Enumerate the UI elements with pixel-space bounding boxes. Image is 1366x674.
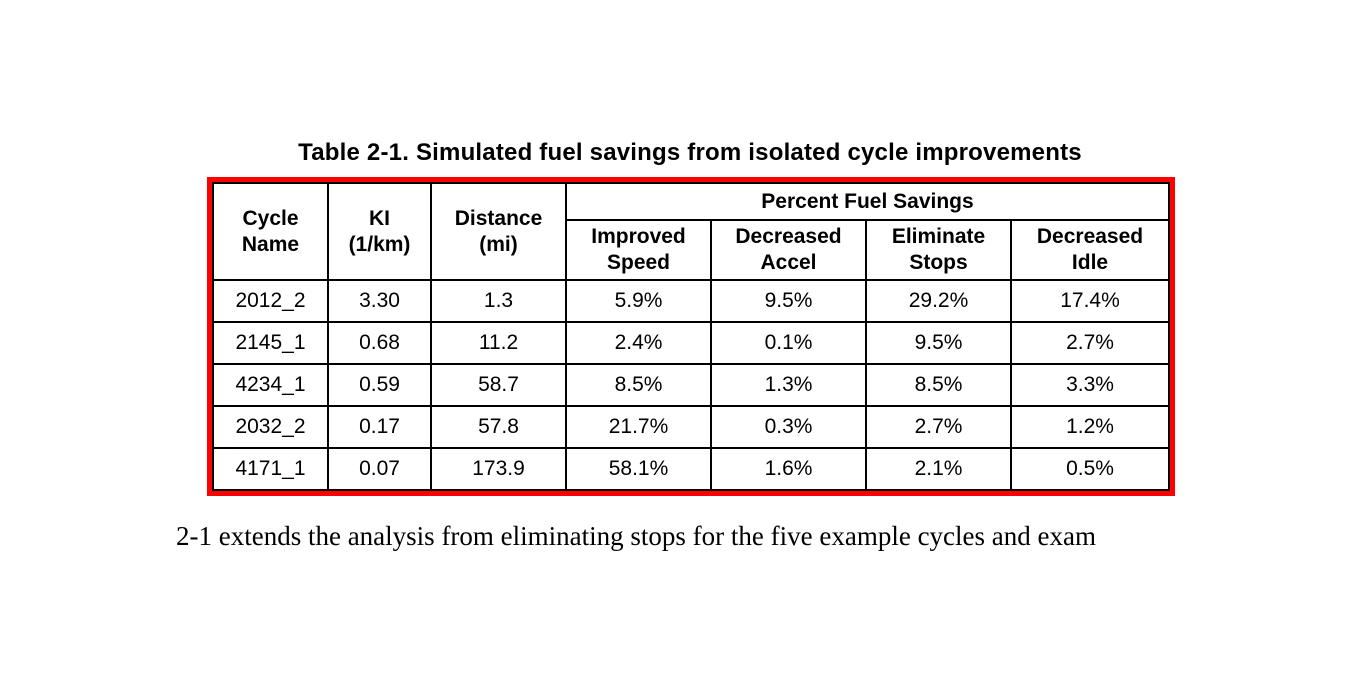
cell-distance: 57.8 [430,405,567,449]
cell-cycle-name: 4171_1 [212,447,329,491]
cell-decreased-idle: 1.2% [1010,405,1170,449]
cell-decreased-idle: 17.4% [1010,279,1170,323]
cell-distance: 58.7 [430,363,567,407]
col-header-decreased-idle: Decreased Idle [1010,219,1170,281]
cell-cycle-name: 2032_2 [212,405,329,449]
cell-ki: 0.68 [327,321,432,365]
cell-ki: 0.07 [327,447,432,491]
cell-decreased-idle: 0.5% [1010,447,1170,491]
cell-improved-speed: 5.9% [565,279,712,323]
cell-distance: 173.9 [430,447,567,491]
col-header-eliminate-stops: Eliminate Stops [865,219,1012,281]
cell-decreased-accel: 0.3% [710,405,867,449]
cell-cycle-name: 4234_1 [212,363,329,407]
table-row: 4171_1 0.07 173.9 58.1% 1.6% 2.1% 0.5% [212,447,1170,491]
cell-decreased-accel: 9.5% [710,279,867,323]
col-header-improved-speed: Improved Speed [565,219,712,281]
body-text-line: 2-1 extends the analysis from eliminatin… [176,521,1096,551]
cell-eliminate-stops: 2.7% [865,405,1012,449]
group-header-percent-fuel-savings: Percent Fuel Savings [565,182,1170,221]
table-row: 2012_2 3.30 1.3 5.9% 9.5% 29.2% 17.4% [212,279,1170,323]
cell-ki: 3.30 [327,279,432,323]
cell-decreased-accel: 1.3% [710,363,867,407]
table-row: 2032_2 0.17 57.8 21.7% 0.3% 2.7% 1.2% [212,405,1170,449]
cell-eliminate-stops: 2.1% [865,447,1012,491]
header-row-sub: Improved Speed Decreased Accel Eliminate… [213,219,1170,281]
header-row-group: Cycle Name KI (1/km) Distance (mi) Perce… [212,182,1170,281]
cell-eliminate-stops: 29.2% [865,279,1012,323]
cell-ki: 0.59 [327,363,432,407]
cell-cycle-name: 2145_1 [212,321,329,365]
fuel-savings-table: Cycle Name KI (1/km) Distance (mi) Perce… [212,182,1170,491]
table-row: 4234_1 0.59 58.7 8.5% 1.3% 8.5% 3.3% [212,363,1170,407]
table-row: 2145_1 0.68 11.2 2.4% 0.1% 9.5% 2.7% [212,321,1170,365]
col-header-distance: Distance (mi) [430,182,567,281]
cell-eliminate-stops: 9.5% [865,321,1012,365]
col-header-ki: KI (1/km) [327,182,432,281]
cell-improved-speed: 21.7% [565,405,712,449]
table-red-frame: Cycle Name KI (1/km) Distance (mi) Perce… [207,177,1175,496]
cell-decreased-idle: 3.3% [1010,363,1170,407]
cell-distance: 1.3 [430,279,567,323]
cell-decreased-accel: 0.1% [710,321,867,365]
cell-eliminate-stops: 8.5% [865,363,1012,407]
table-title: Table 2-1. Simulated fuel savings from i… [298,139,1082,166]
cell-cycle-name: 2012_2 [212,279,329,323]
cell-improved-speed: 8.5% [565,363,712,407]
cell-improved-speed: 2.4% [565,321,712,365]
col-header-decreased-accel: Decreased Accel [710,219,867,281]
cell-decreased-accel: 1.6% [710,447,867,491]
cell-ki: 0.17 [327,405,432,449]
cell-decreased-idle: 2.7% [1010,321,1170,365]
cell-improved-speed: 58.1% [565,447,712,491]
col-header-cycle-name: Cycle Name [212,182,329,281]
cell-distance: 11.2 [430,321,567,365]
